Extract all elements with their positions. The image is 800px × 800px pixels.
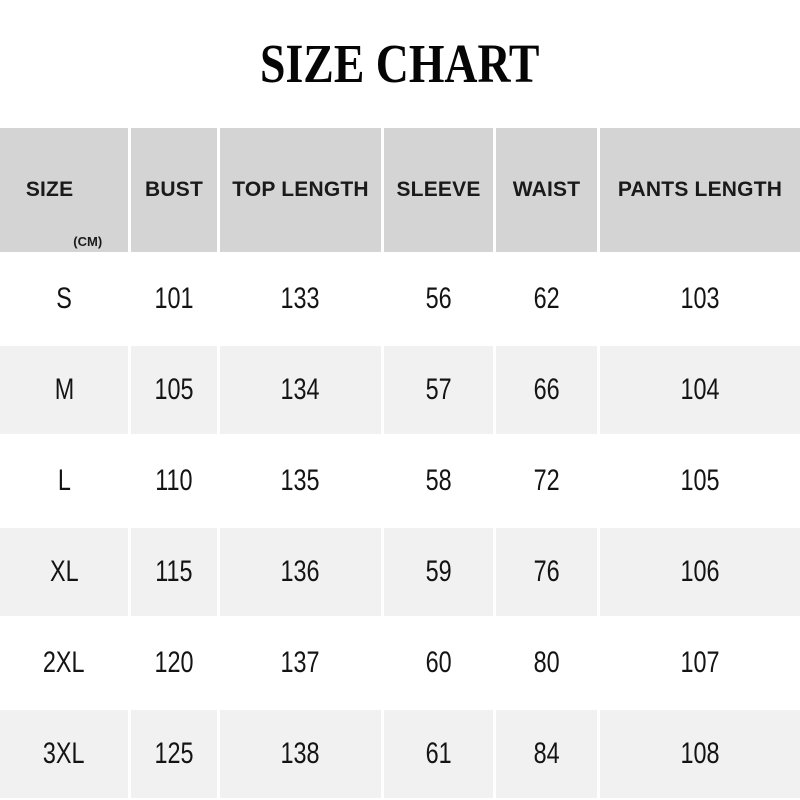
size-cell: M (0, 346, 128, 434)
bust-value: 125 (154, 737, 194, 770)
sleeve-value: 57 (425, 373, 452, 406)
waist-cell: 66 (496, 346, 597, 434)
waist-value: 72 (533, 464, 560, 497)
size-cell: XL (0, 528, 128, 616)
sleeve-cell: 60 (384, 619, 493, 707)
pants-length-cell: 105 (600, 437, 800, 525)
column-header-pants-length: PANTS LENGTH (600, 128, 800, 252)
waist-value: 62 (533, 282, 560, 315)
column-header-sleeve: SLEEVE (384, 128, 493, 252)
bust-value: 120 (154, 646, 194, 679)
column-header-waist: WAIST (496, 128, 597, 252)
top-length-header-label: TOP LENGTH (232, 178, 369, 201)
sleeve-header-label: SLEEVE (396, 178, 481, 201)
pants-length-header-label: PANTS LENGTH (617, 178, 783, 201)
column-header-bust: BUST (131, 128, 217, 252)
bust-cell: 101 (131, 255, 217, 343)
waist-cell: 76 (496, 528, 597, 616)
top-length-cell: 134 (220, 346, 381, 434)
pants-length-cell: 103 (600, 255, 800, 343)
top-length-cell: 135 (220, 437, 381, 525)
size-value: L (57, 464, 71, 497)
bust-value: 115 (155, 555, 193, 588)
waist-cell: 80 (496, 619, 597, 707)
waist-value: 66 (533, 373, 560, 406)
pants-length-cell: 104 (600, 346, 800, 434)
bust-value: 105 (154, 373, 194, 406)
top-length-value: 133 (280, 282, 321, 315)
bust-cell: 115 (131, 528, 217, 616)
waist-value: 80 (533, 646, 560, 679)
waist-cell: 62 (496, 255, 597, 343)
top-length-value: 137 (280, 646, 321, 679)
top-length-value: 135 (280, 464, 321, 497)
top-length-cell: 133 (220, 255, 381, 343)
top-length-value: 136 (280, 555, 321, 588)
sleeve-value: 60 (425, 646, 452, 679)
bust-value: 101 (154, 282, 194, 315)
sleeve-cell: 61 (384, 710, 493, 798)
pants-length-cell: 108 (600, 710, 800, 798)
bust-header-label: BUST (145, 178, 203, 201)
sleeve-value: 56 (425, 282, 452, 315)
sleeve-cell: 59 (384, 528, 493, 616)
page-title: SIZE CHART (260, 34, 540, 94)
waist-cell: 84 (496, 710, 597, 798)
bust-cell: 105 (131, 346, 217, 434)
bust-value: 110 (155, 464, 193, 497)
sleeve-value: 61 (425, 737, 452, 770)
pants-length-value: 107 (680, 646, 720, 679)
size-chart-table: SIZE (CM) BUST TOP LENGTH SLEEVE WAIST PA… (0, 128, 800, 798)
size-value: M (54, 373, 74, 406)
size-cell: 2XL (0, 619, 128, 707)
sleeve-cell: 57 (384, 346, 493, 434)
pants-length-cell: 107 (600, 619, 800, 707)
sleeve-value: 58 (425, 464, 452, 497)
bust-cell: 120 (131, 619, 217, 707)
size-value: 3XL (43, 737, 85, 770)
waist-cell: 72 (496, 437, 597, 525)
pants-length-value: 106 (680, 555, 720, 588)
pants-length-value: 108 (680, 737, 720, 770)
top-length-cell: 137 (220, 619, 381, 707)
size-cell: 3XL (0, 710, 128, 798)
top-length-cell: 138 (220, 710, 381, 798)
pants-length-value: 104 (680, 373, 720, 406)
bust-cell: 125 (131, 710, 217, 798)
size-unit-label: (CM) (73, 234, 103, 249)
title-bar: SIZE CHART (0, 0, 800, 128)
pants-length-value: 105 (680, 464, 720, 497)
waist-value: 84 (533, 737, 560, 770)
waist-value: 76 (533, 555, 560, 588)
size-value: XL (49, 555, 79, 588)
size-header-label: SIZE (25, 178, 74, 201)
size-value: 2XL (43, 646, 85, 679)
sleeve-value: 59 (425, 555, 452, 588)
top-length-cell: 136 (220, 528, 381, 616)
pants-length-cell: 106 (600, 528, 800, 616)
sleeve-cell: 56 (384, 255, 493, 343)
waist-header-label: WAIST (512, 178, 581, 201)
size-cell: L (0, 437, 128, 525)
size-cell: S (0, 255, 128, 343)
column-header-top-length: TOP LENGTH (220, 128, 381, 252)
sleeve-cell: 58 (384, 437, 493, 525)
size-value: S (56, 282, 72, 315)
pants-length-value: 103 (680, 282, 720, 315)
bust-cell: 110 (131, 437, 217, 525)
top-length-value: 138 (280, 737, 321, 770)
column-header-size: SIZE (CM) (0, 128, 128, 252)
top-length-value: 134 (280, 373, 321, 406)
